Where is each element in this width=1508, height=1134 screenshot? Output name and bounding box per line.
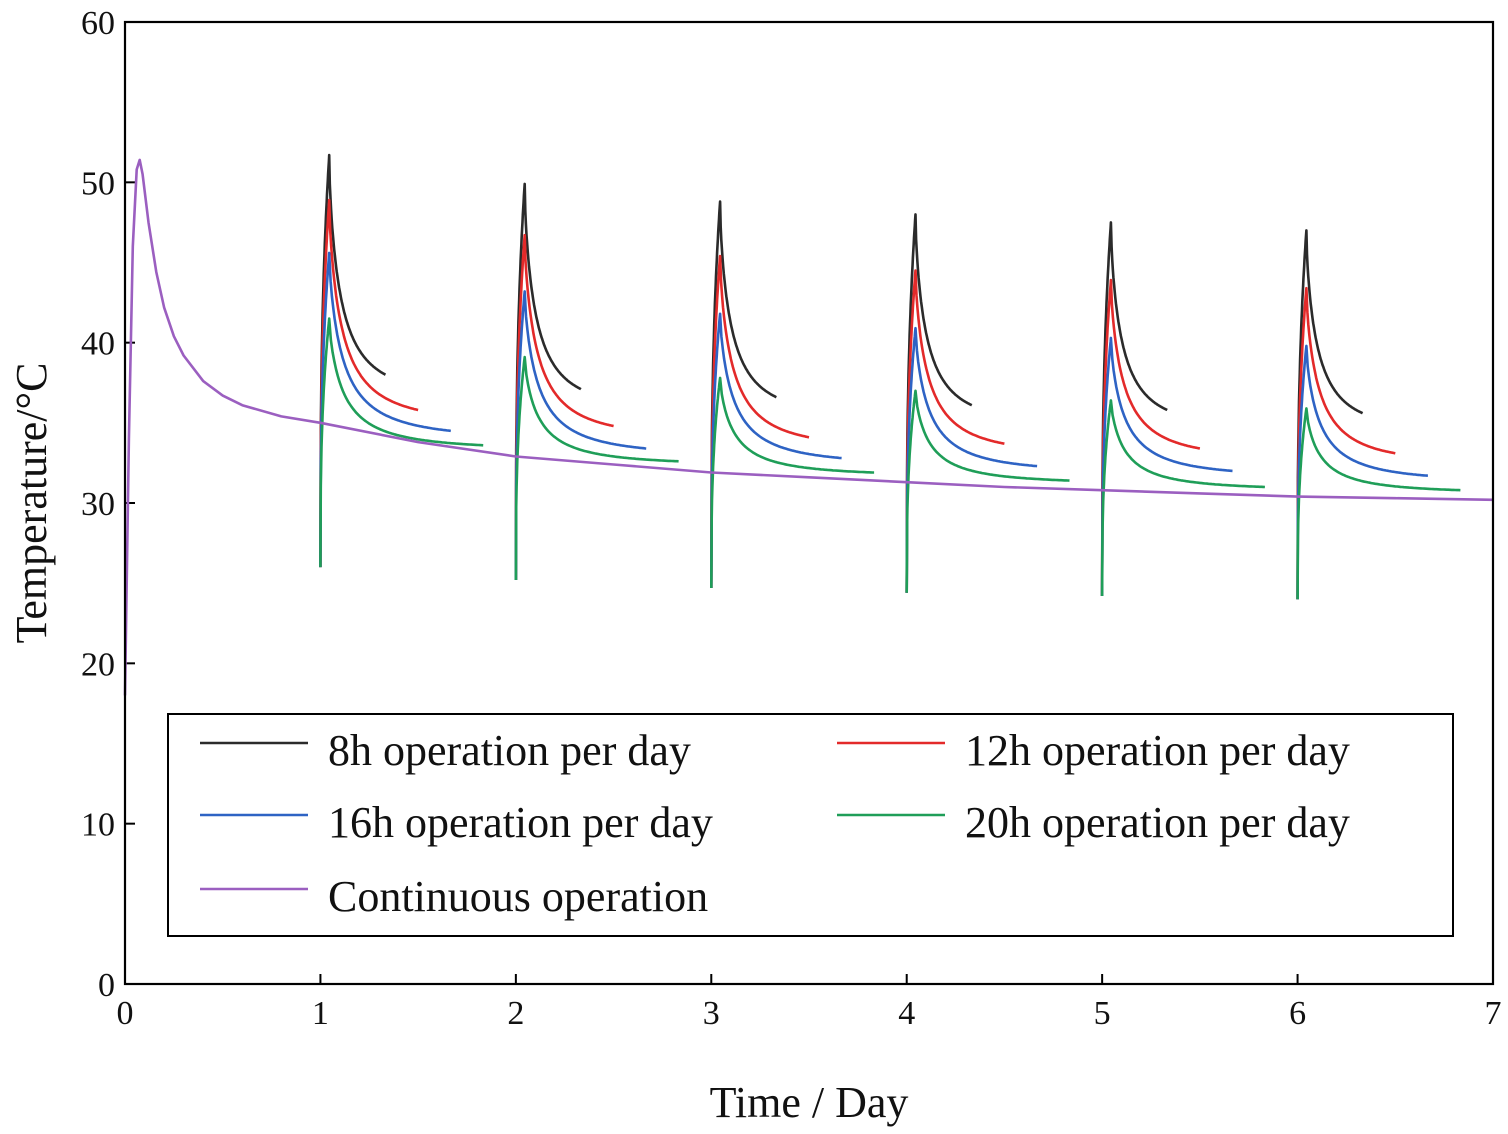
axis-ticks: 0 1 2 3 4 5 6 7 0 10 20 30 40 50 60 [81,5,1502,1032]
legend-label: Continuous operation [328,872,708,921]
series-2-cycle-3-line [710,312,842,589]
series-3-cycle-2-line [514,355,679,581]
series-3-cycle-3-line [710,376,875,589]
series-0-cycle-6-line [1296,229,1364,600]
series-1-cycle-2-line [514,233,614,581]
x-tick-label: 3 [703,995,720,1032]
x-axis-title: Time / Day [710,1078,909,1127]
series-3-cycle-1-line [319,317,484,568]
series-1-cycle-1-line [319,198,419,568]
legend-label: 8h operation per day [328,726,691,775]
series-lines [123,153,1494,696]
x-tick-label: 6 [1289,995,1306,1032]
continuous-operation-line [123,158,1494,696]
legend-label: 16h operation per day [328,798,713,847]
series-3-cycle-4-line [905,389,1070,593]
x-tick-label: 0 [117,995,134,1032]
series-1-cycle-6-line [1296,286,1396,600]
series-2-cycle-1-line [319,251,451,568]
series-1-cycle-3-line [710,254,810,589]
series-1-cycle-4-line [905,269,1005,593]
legend-entries: 8h operation per day 12h operation per da… [200,726,1350,921]
y-tick-label: 60 [81,5,115,42]
y-axis-title: Temperature/°C [7,363,56,644]
legend-label: 20h operation per day [965,798,1350,847]
y-tick-label: 20 [81,646,115,683]
x-tick-label: 4 [898,995,915,1032]
x-tick-label: 7 [1485,995,1502,1032]
series-1-cycle-5-line [1100,278,1201,597]
series-3-cycle-6-line [1296,407,1461,600]
legend-box [167,713,1454,937]
x-tick-label: 2 [507,995,524,1032]
series-2-cycle-5-line [1100,336,1233,597]
x-tick-label: 5 [1094,995,1111,1032]
series-0-cycle-3-line [710,200,777,589]
y-tick-label: 40 [81,326,115,363]
series-0-cycle-5-line [1100,221,1168,597]
series-0-cycle-1-line [319,153,387,568]
plot-frame [123,20,1495,986]
series-3-cycle-5-line [1100,399,1265,597]
series-2-cycle-6-line [1296,344,1428,600]
y-tick-label: 50 [81,165,115,202]
y-tick-label: 0 [98,967,115,1004]
legend-label: 12h operation per day [965,726,1350,775]
legend: 8h operation per day 12h operation per da… [167,713,1454,937]
series-2-cycle-4-line [905,326,1038,593]
series-0-cycle-2-line [514,182,582,581]
series-0-cycle-4-line [905,213,973,593]
y-tick-label: 10 [81,807,115,844]
x-tick-label: 1 [312,995,329,1032]
series-2-cycle-2-line [514,290,647,581]
y-tick-label: 30 [81,486,115,523]
